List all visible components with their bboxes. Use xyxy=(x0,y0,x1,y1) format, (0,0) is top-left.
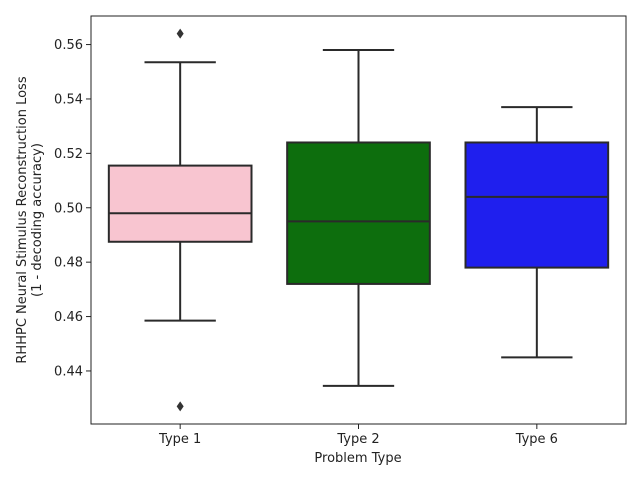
x-tick-label: Type 6 xyxy=(515,432,558,447)
y-tick-label: 0.56 xyxy=(54,38,83,53)
y-tick-label: 0.50 xyxy=(54,201,83,216)
x-axis-label: Problem Type xyxy=(314,451,401,466)
y-axis-label-line1: RHHPC Neural Stimulus Reconstruction Los… xyxy=(15,76,30,363)
y-tick-label: 0.46 xyxy=(54,310,83,325)
x-tick-label: Type 1 xyxy=(158,432,201,447)
outlier-point xyxy=(176,401,184,412)
y-tick-label: 0.52 xyxy=(54,147,83,162)
iqr-box xyxy=(107,164,253,243)
iqr-box xyxy=(286,141,431,285)
outlier-point xyxy=(176,28,184,39)
box-type-2 xyxy=(286,49,431,387)
y-tick-label: 0.48 xyxy=(54,256,83,271)
y-tick-label: 0.54 xyxy=(54,92,83,107)
iqr-box xyxy=(464,141,610,269)
y-axis-label-line2: (1 - decoding accuracy) xyxy=(30,143,45,297)
box-type-1 xyxy=(107,28,253,412)
y-axis-label: RHHPC Neural Stimulus Reconstruction Los… xyxy=(15,76,45,363)
x-axis: Type 1 Type 2 Type 6 xyxy=(158,424,558,447)
box-type-6 xyxy=(464,106,610,359)
plot-area xyxy=(107,28,610,412)
y-tick-label: 0.44 xyxy=(54,364,83,379)
y-axis: 0.44 0.46 0.48 0.50 0.52 0.54 0.56 xyxy=(54,38,91,379)
x-tick-label: Type 2 xyxy=(336,432,379,447)
